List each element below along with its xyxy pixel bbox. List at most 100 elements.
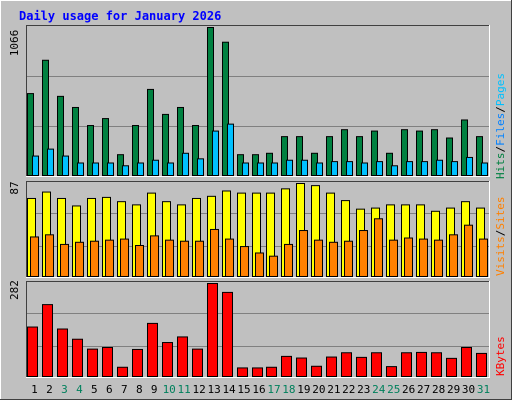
sites-bar xyxy=(269,255,278,278)
kbytes-bar xyxy=(431,352,442,377)
sites-bar xyxy=(90,240,99,277)
day-label: 9 xyxy=(151,383,158,396)
pages-bar xyxy=(107,162,114,176)
kbytes-bar xyxy=(27,326,38,378)
hits-bar xyxy=(102,118,109,176)
legend-item: / xyxy=(494,106,507,113)
visits-sites-panel xyxy=(26,181,490,278)
hits-bar xyxy=(117,154,124,176)
visits-axis-max-label: 87 xyxy=(8,181,21,194)
kbytes-bar xyxy=(222,291,233,378)
hits-bar xyxy=(162,113,169,176)
day-label: 19 xyxy=(297,383,310,396)
pages-bar xyxy=(361,162,368,176)
sites-bar xyxy=(329,241,338,278)
sites-bar xyxy=(45,234,54,278)
pages-bar xyxy=(316,162,323,176)
hits-bar xyxy=(416,130,423,177)
day-label: 17 xyxy=(267,383,280,396)
pages-bar xyxy=(152,159,159,176)
kbytes-bar xyxy=(237,367,248,378)
pages-bar xyxy=(466,156,473,176)
pages-bar xyxy=(227,123,234,176)
legend-item: Pages xyxy=(494,73,507,106)
legend-item: / xyxy=(494,146,507,153)
kbytes-bar xyxy=(446,357,457,377)
pages-bar xyxy=(271,162,278,176)
day-label: 1 xyxy=(31,383,38,396)
legend-item: KBytes xyxy=(494,336,507,376)
kbytes-bar xyxy=(461,346,472,378)
hits-bar xyxy=(326,136,333,176)
pages-bar xyxy=(122,165,129,177)
hits-bar xyxy=(371,130,378,177)
pages-bar xyxy=(257,162,264,176)
kbytes-bar xyxy=(87,348,98,377)
kbytes-bar xyxy=(476,352,487,377)
hits-bar xyxy=(356,136,363,176)
pages-bar xyxy=(197,158,204,176)
kbytes-bar xyxy=(252,367,263,378)
kbytes-bar xyxy=(177,336,188,378)
chart-title: Daily usage for January 2026 xyxy=(19,9,221,23)
day-label: 4 xyxy=(76,383,83,396)
pages-bar xyxy=(137,162,144,176)
day-label: 21 xyxy=(327,383,340,396)
day-label: 28 xyxy=(432,383,445,396)
day-label: 29 xyxy=(447,383,460,396)
pages-bar xyxy=(167,162,174,176)
day-label: 16 xyxy=(252,383,265,396)
kbytes-bar xyxy=(326,356,337,377)
day-label: 6 xyxy=(106,383,113,396)
day-label: 31 xyxy=(477,383,490,396)
sites-bar xyxy=(344,240,353,277)
sites-bar xyxy=(404,237,413,277)
kbytes-bar xyxy=(207,283,218,377)
kbytes-bar xyxy=(281,355,292,377)
day-label: 8 xyxy=(136,383,143,396)
kbytes-bar xyxy=(42,304,53,377)
hits-bar xyxy=(476,136,483,176)
kbytes-bar xyxy=(416,351,427,378)
day-label: 22 xyxy=(342,383,355,396)
day-label: 18 xyxy=(282,383,295,396)
kbytes-axis-max-label: 282 xyxy=(8,280,21,300)
sites-bar xyxy=(150,235,159,277)
hits-bar xyxy=(446,137,453,176)
hits-bar xyxy=(401,129,408,177)
sites-bar xyxy=(135,245,144,277)
hits-bar xyxy=(207,27,214,176)
legend-item: Hits xyxy=(494,153,507,180)
sites-bar xyxy=(255,252,264,277)
legend-label: Visits/Sites xyxy=(494,197,507,277)
legend-item: Visits xyxy=(494,236,507,276)
pages-bar xyxy=(77,162,84,176)
day-label: 2 xyxy=(46,383,53,396)
sites-bar xyxy=(105,239,114,277)
sites-bar xyxy=(359,230,368,278)
day-label: 20 xyxy=(312,383,325,396)
sites-bar xyxy=(165,239,174,277)
hits-bar xyxy=(27,93,34,176)
day-label: 26 xyxy=(402,383,415,396)
pages-bar xyxy=(242,162,249,176)
kbytes-bar xyxy=(311,365,322,377)
hits-files-pages-panel xyxy=(26,25,490,177)
sites-bar xyxy=(225,238,234,278)
pages-bar xyxy=(391,165,398,177)
kbytes-bar xyxy=(266,366,277,378)
day-label: 14 xyxy=(222,383,236,396)
pages-bar xyxy=(32,155,39,176)
kbytes-bar xyxy=(401,352,412,377)
legend-item: Files xyxy=(494,113,507,146)
day-label: 13 xyxy=(207,383,220,396)
hits-bar xyxy=(87,125,94,176)
pages-bar xyxy=(47,148,54,177)
sites-bar xyxy=(479,238,488,278)
pages-bar xyxy=(346,161,353,176)
pages-bar xyxy=(406,161,413,176)
sites-bar xyxy=(180,240,189,277)
kbytes-bar xyxy=(162,342,173,378)
day-labels: 1 2 3 4 5 6 7 8 9 10 11 12 13 14 15 16 17 18 19 20 21 22 23 24 2… xyxy=(31,383,490,396)
